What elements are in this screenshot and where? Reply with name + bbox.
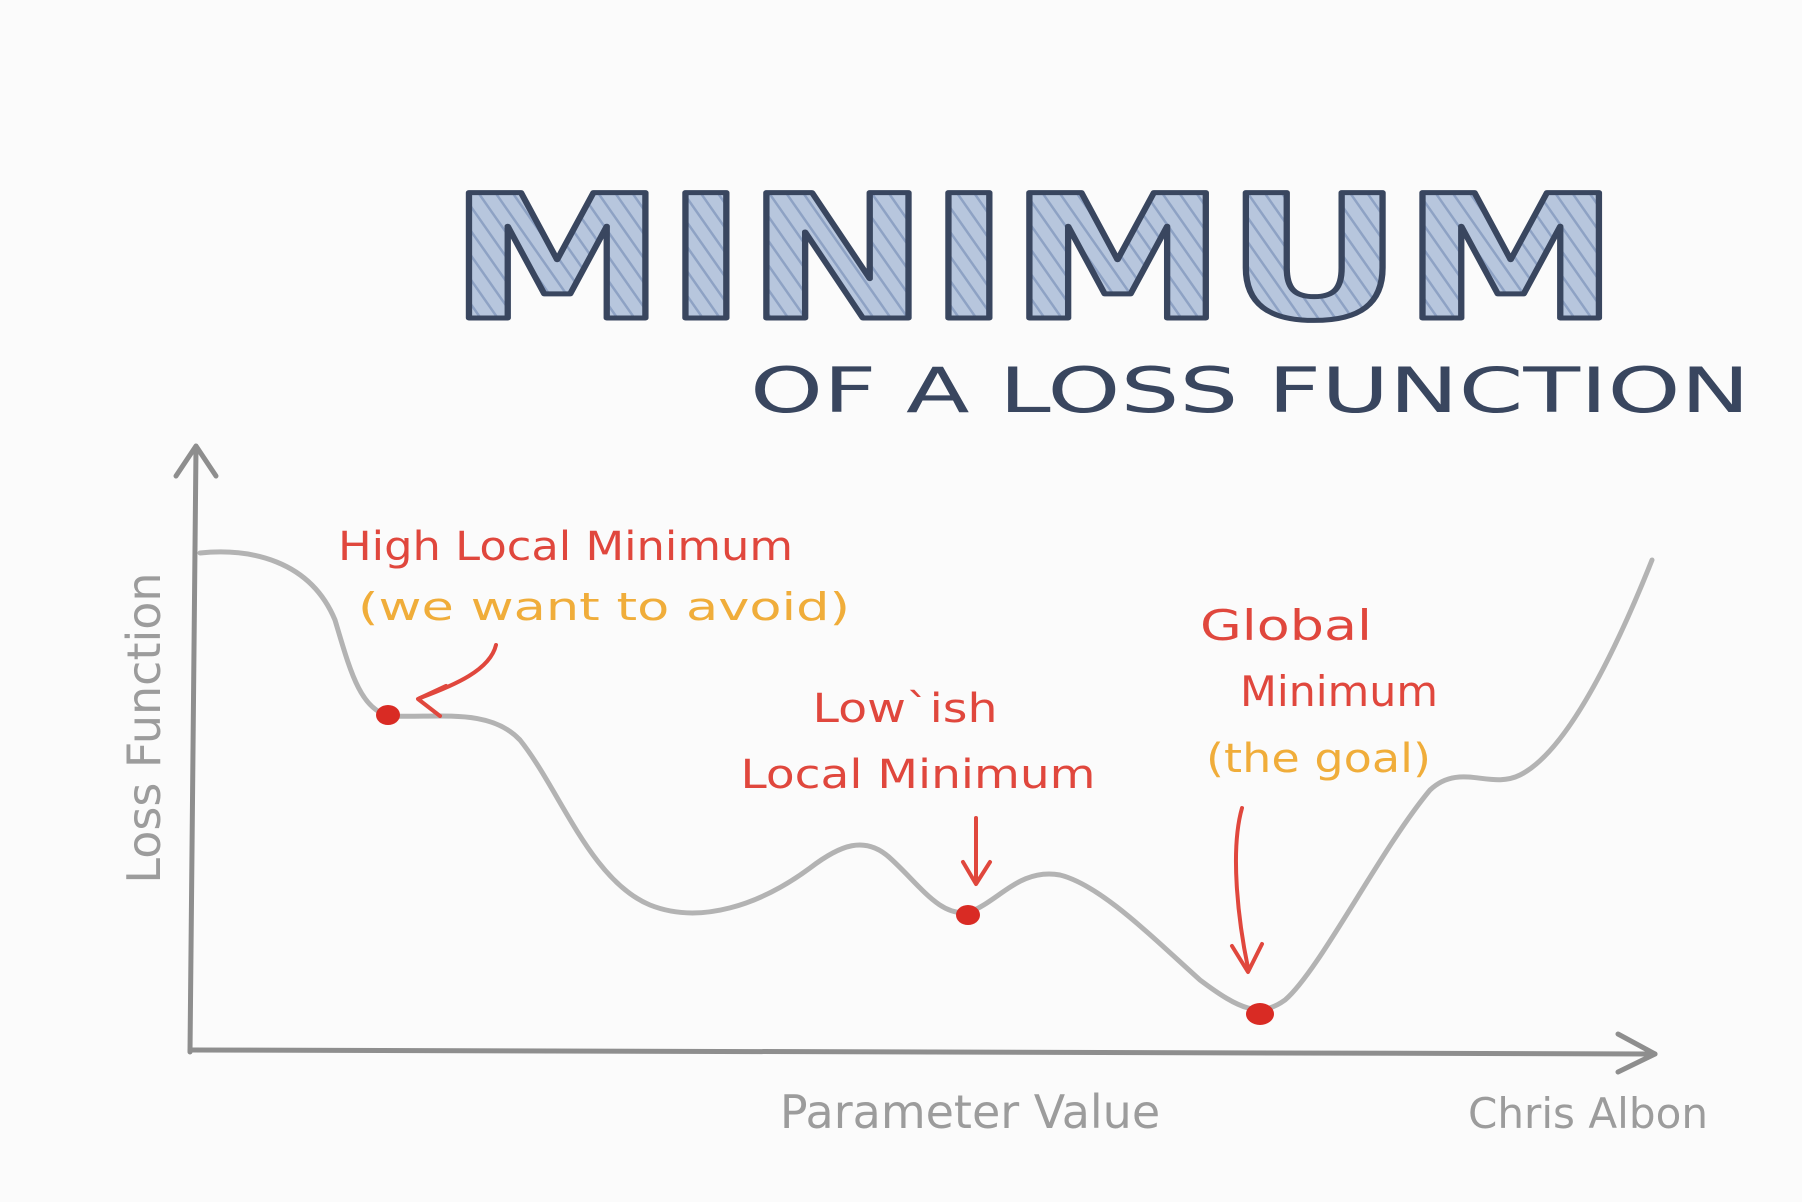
global-minimum-note: (the goal) [1206,736,1431,782]
lowish-local-minimum-point [956,905,980,925]
high-local-minimum-point [376,705,400,725]
high-local-minimum-note: (we want to avoid) [358,585,850,629]
high-local-minimum-label: High Local Minimum [338,524,793,570]
diagram-subtitle: OF A LOSS FUNCTION [750,354,1750,427]
diagram-title: MINIMUM [449,158,1619,359]
global-minimum-label-2: Minimum [1240,667,1438,716]
x-axis [187,1031,1658,1075]
loss-curve [197,549,1655,1013]
high-local-arrow [418,643,498,700]
lowish-local-minimum-label-2: Local Minimum [741,752,1096,798]
y-axis [173,443,219,1055]
y-axis-label: Loss Function [117,572,171,883]
x-axis-label: Parameter Value [780,1085,1160,1139]
global-minimum-label: Global [1200,601,1372,650]
global-minimum-point [1246,1003,1274,1025]
lowish-local-minimum-label: Low`ish [813,686,998,732]
author-signature: Chris Albon [1468,1089,1708,1138]
global-arrow [1234,806,1250,970]
